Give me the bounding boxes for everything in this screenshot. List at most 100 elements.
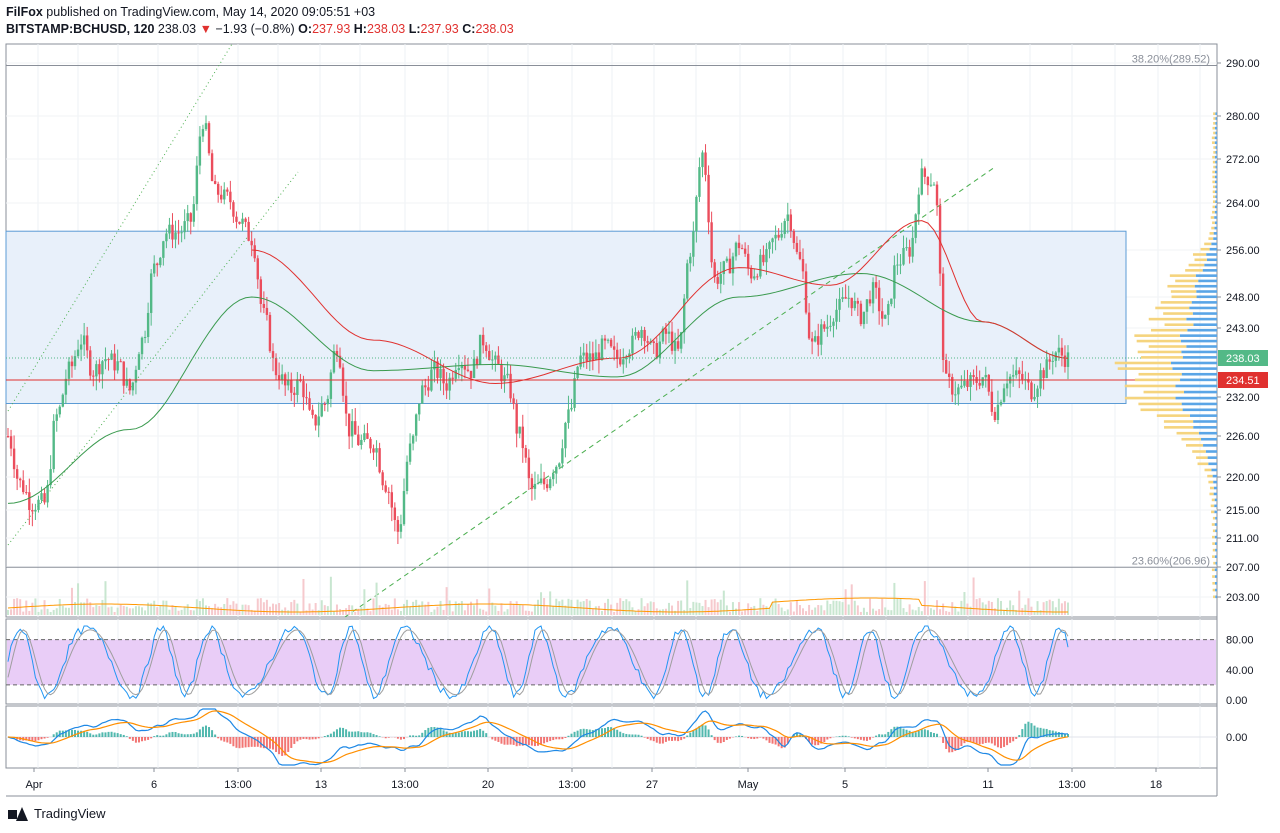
macd-hist-bar — [119, 734, 122, 737]
volume-bar — [692, 601, 695, 615]
volume-bar — [345, 608, 348, 615]
candle-body — [692, 231, 695, 257]
macd-hist-bar — [661, 737, 664, 744]
volume-bar — [302, 578, 305, 615]
candle-body — [192, 204, 196, 222]
macd-hist-bar — [457, 732, 460, 737]
volume-bar — [795, 600, 798, 615]
volume-bar — [948, 611, 951, 615]
volume-bar — [180, 609, 183, 615]
candle-body — [58, 406, 61, 415]
macd-hist-bar — [323, 736, 326, 737]
macd-hist-bar — [1060, 732, 1063, 737]
candle-body — [884, 314, 887, 319]
macd-hist-bar — [908, 730, 911, 737]
volume-bar — [296, 603, 299, 615]
profile-bar — [1194, 258, 1207, 262]
footer-brand[interactable]: TradingView — [34, 806, 106, 821]
volume-bar — [165, 600, 168, 615]
author-name[interactable]: FilFox — [6, 5, 43, 19]
profile-bar — [1211, 141, 1215, 144]
candle-body — [558, 463, 561, 467]
profile-bar — [1213, 561, 1216, 565]
volume-bar — [95, 604, 98, 615]
volume-bar — [473, 605, 476, 615]
macd-hist-bar — [530, 737, 533, 746]
profile-bar — [1194, 284, 1217, 288]
candle-body — [1018, 370, 1021, 374]
profile-bar — [1185, 444, 1204, 447]
candle-body — [89, 350, 92, 376]
y-tick-label: 272.00 — [1226, 154, 1260, 166]
candle-body — [506, 373, 509, 376]
volume-bar — [275, 604, 278, 615]
candle-body — [615, 349, 619, 359]
macd-hist-bar — [865, 737, 868, 741]
macd-hist-bar — [278, 737, 281, 755]
candle-body — [716, 277, 719, 284]
macd-hist-bar — [841, 735, 844, 737]
profile-bar — [1205, 450, 1217, 453]
volume-bar — [226, 598, 229, 615]
macd-hist-bar — [378, 736, 381, 737]
macd-hist-bar — [875, 735, 878, 737]
profile-bar — [1189, 306, 1217, 310]
profile-bar — [1215, 185, 1217, 189]
macd-hist-bar — [244, 737, 247, 748]
volume-ma-line — [7, 597, 1068, 613]
candle-body — [503, 375, 506, 382]
candle-body — [777, 234, 780, 238]
profile-bar — [1212, 474, 1217, 478]
volume-bar — [1006, 607, 1009, 615]
volume-bar — [926, 606, 929, 615]
candle-body — [966, 380, 969, 387]
candle-body — [137, 354, 141, 370]
macd-hist-bar — [418, 735, 421, 737]
volume-bar — [731, 602, 734, 615]
candle-body — [658, 341, 662, 358]
profile-bar — [1212, 175, 1215, 179]
volume-bar — [756, 610, 759, 615]
volume-bar — [1027, 598, 1030, 615]
volume-bar — [469, 601, 472, 615]
profile-bar — [1214, 575, 1217, 578]
volume-bar — [74, 602, 77, 615]
volume-bar — [314, 603, 317, 615]
macd-hist-bar — [479, 728, 482, 737]
macd-hist-bar — [1024, 723, 1027, 737]
macd-hist-bar — [98, 733, 101, 737]
profile-bar — [1211, 568, 1215, 572]
volume-bar — [308, 603, 311, 615]
candle-body — [408, 443, 412, 462]
candle-body — [372, 448, 375, 453]
volume-bar — [125, 606, 128, 615]
macd-hist-bar — [329, 733, 332, 737]
volume-bar — [811, 609, 814, 615]
volume-bar — [823, 610, 826, 615]
profile-bar — [1210, 216, 1215, 219]
candle-body — [101, 361, 104, 375]
macd-hist-bar — [829, 737, 832, 739]
candle-body — [972, 375, 975, 378]
profile-bar — [1203, 444, 1217, 447]
volume-bar — [250, 609, 253, 615]
macd-hist-bar — [808, 737, 811, 742]
candle-body — [280, 374, 284, 381]
symbol-name[interactable]: BITSTAMP:BCHUSD, 120 — [6, 22, 155, 36]
profile-bar — [1181, 402, 1217, 406]
candle-body — [801, 259, 805, 272]
profile-bar — [1215, 205, 1217, 209]
volume-bar — [284, 607, 287, 615]
volume-bar — [802, 608, 804, 615]
fib-label: 38.20%(289.52) — [1132, 54, 1210, 66]
macd-hist-bar — [469, 731, 472, 737]
macd-hist-bar — [125, 736, 128, 737]
volume-bar — [881, 598, 884, 615]
candle-body — [944, 359, 948, 374]
profile-bar — [1175, 384, 1217, 388]
volume-bar — [750, 607, 753, 615]
y-tick-label: 226.00 — [1226, 431, 1260, 443]
profile-bar — [1215, 529, 1217, 533]
profile-bar — [1180, 378, 1217, 382]
